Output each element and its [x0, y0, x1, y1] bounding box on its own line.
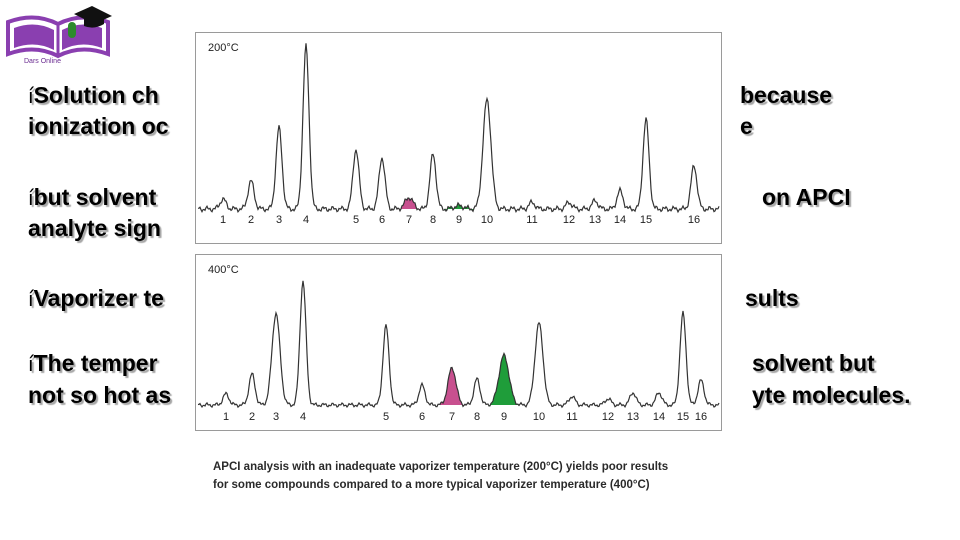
bullet-1-line-2-end: e — [740, 113, 753, 139]
peak-label-14: 14 — [652, 411, 666, 423]
peak-label-13: 13 — [626, 411, 640, 423]
peak-label-12: 12 — [562, 214, 576, 226]
peak-label-9: 9 — [455, 214, 463, 226]
bullet-1-line-2: ionization oc — [28, 113, 169, 139]
peak-label-1: 1 — [222, 411, 230, 423]
logo-text: Dars Online — [24, 58, 61, 65]
peak-label-1: 1 — [219, 214, 227, 226]
bullet-2-line-1-end: on APCI — [762, 184, 851, 210]
peak-label-2: 2 — [248, 411, 256, 423]
chromatogram-200c-plot — [197, 43, 720, 214]
peak-label-11: 11 — [566, 411, 578, 423]
peak-label-16: 16 — [687, 214, 701, 226]
peak-label-6: 6 — [418, 411, 426, 423]
peak-label-6: 6 — [378, 214, 386, 226]
peak-label-10: 10 — [480, 214, 494, 226]
peak-label-15: 15 — [676, 411, 690, 423]
bullet-2-line-1: íbut solvent — [28, 184, 157, 210]
bullet-1-line-1: íSolution ch — [28, 82, 159, 108]
bullet-4-line-1-end: solvent but — [752, 350, 875, 376]
figure-caption: APCI analysis with an inadequate vaporiz… — [213, 458, 733, 494]
figure-caption-line-2: for some compounds compared to a more ty… — [213, 479, 650, 491]
bullet-4-line-1: íThe temper — [28, 350, 158, 376]
bullet-4-line-2-end: yte molecules. — [752, 382, 911, 408]
chromatogram-400c-title: 400°C — [208, 264, 239, 276]
chromatogram-400c-plot — [197, 280, 720, 409]
chromatogram-200c: 200°C 1 2 3 4 5 6 7 8 9 10 11 12 13 14 15 16 — [195, 32, 722, 244]
logo: Dars Online — [0, 2, 118, 70]
chromatogram-400c: 400°C 1 2 3 4 5 6 7 8 9 10 11 12 13 14 15 16 — [195, 254, 722, 431]
peak-label-4: 4 — [299, 411, 307, 423]
peak-label-10: 10 — [532, 411, 546, 423]
chromatogram-200c-title: 200°C — [208, 42, 239, 54]
bullet-1-line-1-end: because — [740, 82, 833, 108]
peak-label-12: 12 — [601, 411, 615, 423]
peak-label-4: 4 — [302, 214, 310, 226]
bullet-3-line-1-end: sults — [745, 285, 799, 311]
peak-label-7: 7 — [405, 214, 413, 226]
bullet-2-line-2: analyte sign — [28, 215, 161, 241]
figure-caption-line-1: APCI analysis with an inadequate vaporiz… — [213, 461, 669, 473]
chromatogram-400c-trace — [197, 280, 720, 409]
peak-label-9: 9 — [500, 411, 508, 423]
peak-label-8: 8 — [473, 411, 481, 423]
bullet-3-line-1: íVaporizer te — [28, 285, 164, 311]
peak-label-16: 16 — [694, 411, 708, 423]
peak-label-3: 3 — [275, 214, 283, 226]
peak-label-14: 14 — [613, 214, 627, 226]
peak-label-2: 2 — [247, 214, 255, 226]
peak-label-13: 13 — [588, 214, 602, 226]
chromatogram-200c-highlight-peak-9 — [444, 202, 474, 212]
peak-label-8: 8 — [429, 214, 437, 226]
peak-label-5: 5 — [352, 214, 360, 226]
book-graduation-icon — [6, 6, 112, 59]
bullet-4-line-2: not so hot as — [28, 382, 172, 408]
peak-label-5: 5 — [382, 411, 390, 423]
chromatogram-200c-highlight-peak-7 — [397, 198, 421, 211]
chromatogram-200c-trace — [197, 43, 720, 214]
peak-label-11: 11 — [526, 214, 538, 226]
chromatogram-400c-highlight-peak-9 — [489, 353, 519, 406]
peak-label-7: 7 — [448, 411, 456, 423]
peak-label-3: 3 — [272, 411, 280, 423]
peak-label-15: 15 — [639, 214, 653, 226]
chromatogram-400c-highlight-peak-7 — [440, 367, 464, 407]
